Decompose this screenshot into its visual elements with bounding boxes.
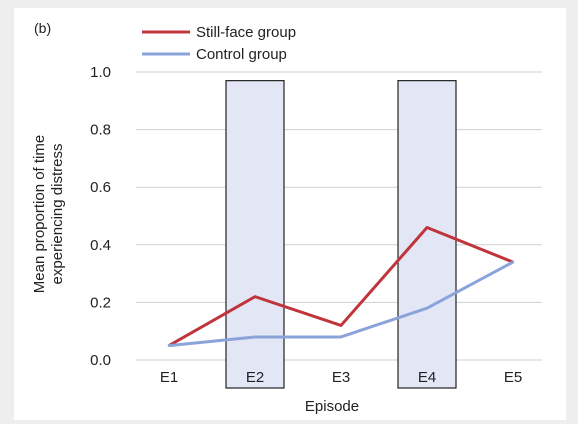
data-point — [253, 335, 257, 339]
highlight-band-e2 — [225, 80, 285, 389]
x-tick-label: E2 — [246, 369, 264, 386]
data-point — [425, 226, 429, 229]
y-tick-label: 0.8 — [90, 122, 111, 139]
y-tick-label: 0.2 — [90, 294, 111, 311]
y-axis-title-line: Mean proportion of time — [31, 135, 48, 293]
y-axis-title-line: experiencing distress — [49, 144, 66, 285]
figure: 0.0 0.2 0.4 0.6 0.8 1.0 E1 E2 E3 E4 E5 (b) Still-f… — [14, 8, 566, 420]
legend-label: Still-face group — [196, 24, 296, 41]
data-point — [511, 260, 515, 264]
panel-label: (b) — [34, 20, 51, 36]
x-tick-label: E5 — [504, 369, 522, 386]
series-line-1 — [168, 260, 514, 348]
data-point — [339, 335, 343, 339]
y-axis-title: Mean proportion of timeexperiencing dist… — [31, 135, 66, 293]
data-point — [425, 306, 429, 310]
legend-label: Control group — [196, 46, 287, 63]
legend: Still-face group Control group — [142, 24, 296, 63]
y-tick-label: 0.0 — [90, 352, 111, 369]
data-point — [167, 344, 171, 347]
y-tick-label: 1.0 — [90, 64, 111, 81]
series-lines — [167, 226, 515, 348]
axes: 0.0 0.2 0.4 0.6 0.8 1.0 E1 E2 E3 E4 E5 — [90, 64, 522, 386]
gridlines — [136, 71, 542, 361]
x-tick-label: E3 — [332, 369, 350, 386]
y-tick-label: 0.6 — [90, 179, 111, 196]
y-tick-label: 0.4 — [90, 237, 111, 254]
x-axis-title: Episode — [305, 398, 359, 415]
data-point — [339, 324, 343, 327]
x-tick-label: E4 — [418, 369, 436, 386]
line-chart: 0.0 0.2 0.4 0.6 0.8 1.0 E1 E2 E3 E4 E5 (b) Still-f… — [31, 20, 542, 415]
x-tick-label: E1 — [160, 369, 178, 386]
data-point — [253, 295, 257, 298]
